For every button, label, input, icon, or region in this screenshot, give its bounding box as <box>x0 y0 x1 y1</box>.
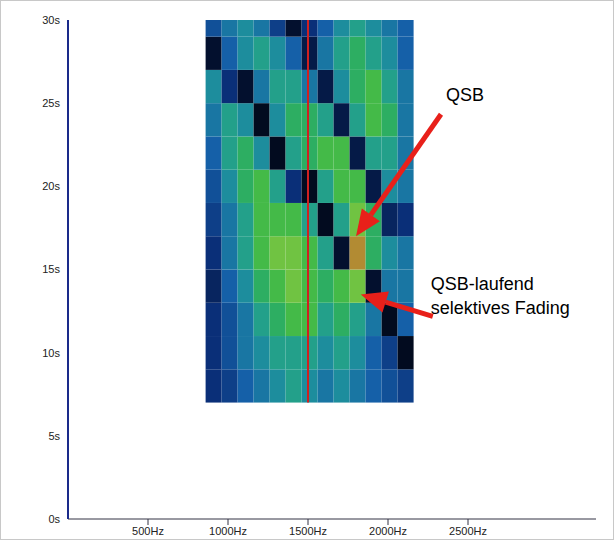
svg-text:0s: 0s <box>48 513 60 525</box>
svg-text:20s: 20s <box>42 180 60 192</box>
svg-text:1000Hz: 1000Hz <box>209 525 247 537</box>
svg-text:QSB-laufendselektives Fading: QSB-laufendselektives Fading <box>431 274 570 318</box>
svg-text:1500Hz: 1500Hz <box>289 525 327 537</box>
svg-text:10s: 10s <box>42 347 60 359</box>
svg-text:15s: 15s <box>42 263 60 275</box>
svg-text:2500Hz: 2500Hz <box>449 525 487 537</box>
svg-text:5s: 5s <box>48 430 60 442</box>
svg-text:2000Hz: 2000Hz <box>369 525 407 537</box>
svg-text:30s: 30s <box>42 14 60 26</box>
svg-text:QSB: QSB <box>446 85 484 105</box>
svg-text:500Hz: 500Hz <box>132 525 164 537</box>
svg-text:25s: 25s <box>42 97 60 109</box>
